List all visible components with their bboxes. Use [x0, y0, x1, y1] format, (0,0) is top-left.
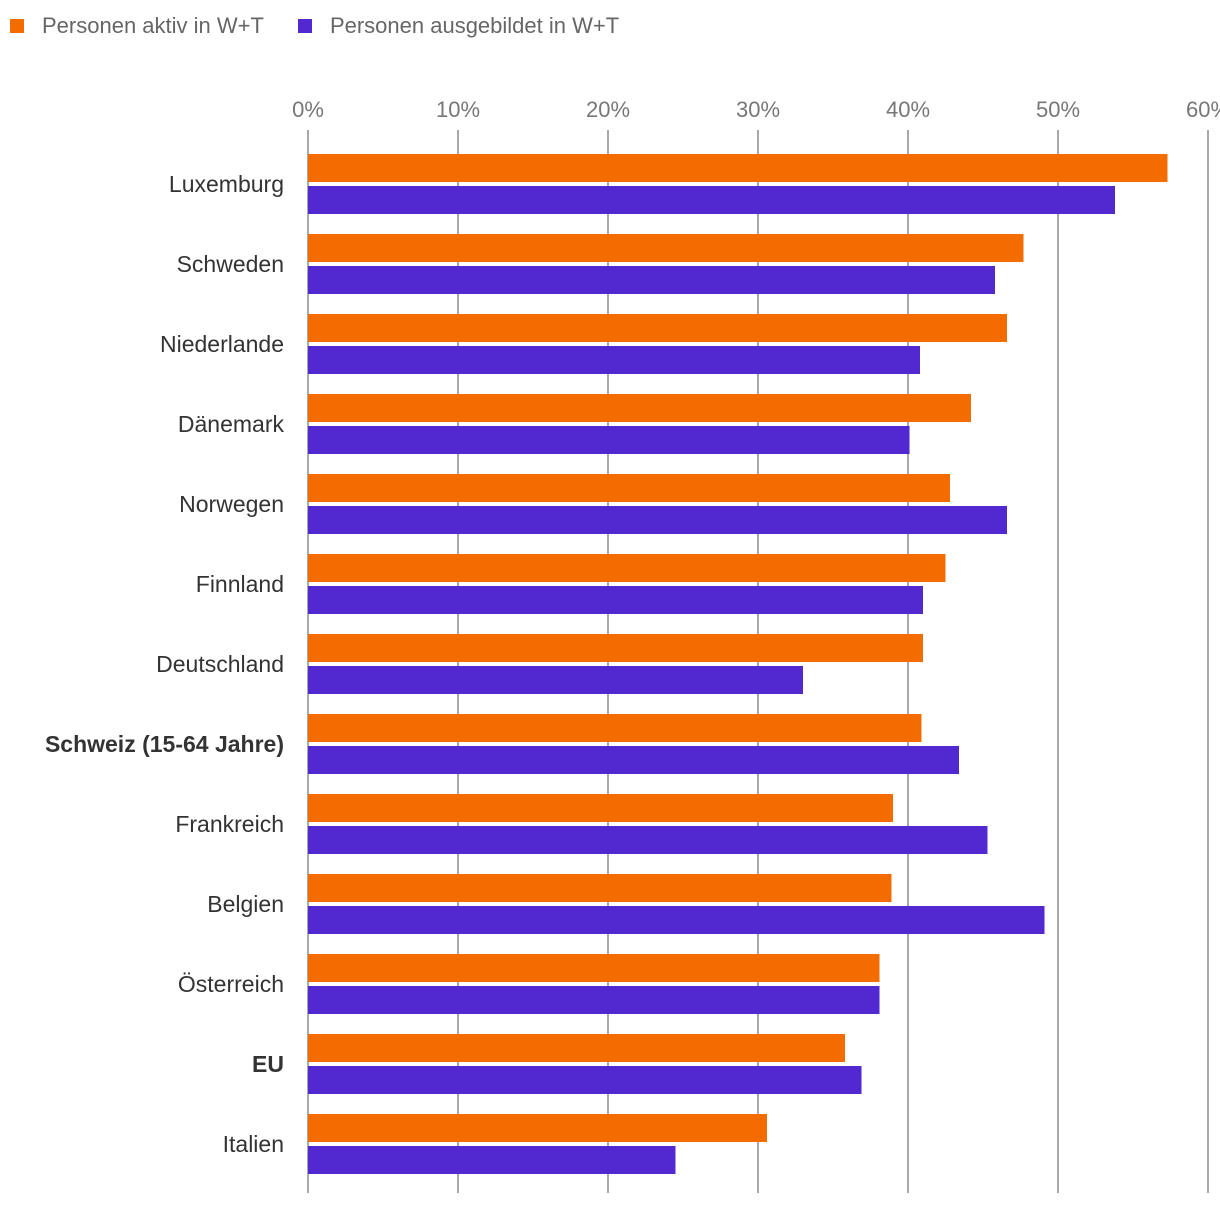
bar-aktiv-5 [308, 554, 946, 582]
bar-aktiv-11 [308, 1034, 845, 1062]
bar-aktiv-12 [308, 1114, 767, 1142]
bar-ausgebildet-2 [308, 346, 920, 374]
category-label-12: Italien [223, 1131, 284, 1157]
bar-ausgebildet-11 [308, 1066, 862, 1094]
bar-aktiv-0 [308, 154, 1168, 182]
bar-aktiv-10 [308, 954, 880, 982]
x-tick-label-30: 30% [736, 97, 780, 122]
category-label-9: Belgien [207, 891, 284, 917]
category-label-3: Dänemark [178, 411, 285, 437]
bar-ausgebildet-3 [308, 426, 910, 454]
bar-ausgebildet-6 [308, 666, 803, 694]
bar-aktiv-2 [308, 314, 1007, 342]
bar-ausgebildet-12 [308, 1146, 676, 1174]
bar-ausgebildet-5 [308, 586, 923, 614]
category-label-0: Luxemburg [169, 171, 284, 197]
x-tick-label-50: 50% [1036, 97, 1080, 122]
x-tick-label-20: 20% [586, 97, 630, 122]
category-label-7: Schweiz (15-64 Jahre) [45, 731, 284, 757]
bar-ausgebildet-10 [308, 986, 880, 1014]
legend: Personen aktiv in W+T Personen ausgebild… [10, 12, 653, 40]
legend-label-ausgebildet: Personen ausgebildet in W+T [329, 13, 620, 38]
bar-ausgebildet-7 [308, 746, 959, 774]
category-label-6: Deutschland [156, 651, 284, 677]
bar-ausgebildet-8 [308, 826, 988, 854]
bar-ausgebildet-4 [308, 506, 1007, 534]
x-tick-label-10: 10% [436, 97, 480, 122]
bar-ausgebildet-0 [308, 186, 1115, 214]
bar-aktiv-4 [308, 474, 950, 502]
bar-ausgebildet-9 [308, 906, 1045, 934]
bar-aktiv-3 [308, 394, 971, 422]
legend-swatch-ausgebildet [297, 19, 312, 33]
legend-item-aktiv[interactable]: Personen aktiv in W+T [10, 13, 264, 39]
x-tick-label-0: 0% [292, 97, 324, 122]
category-label-8: Frankreich [175, 811, 284, 837]
legend-swatch-aktiv [10, 19, 24, 33]
bar-aktiv-8 [308, 794, 893, 822]
bar-aktiv-1 [308, 234, 1024, 262]
category-label-2: Niederlande [160, 331, 284, 357]
bar-aktiv-6 [308, 634, 923, 662]
category-label-5: Finnland [196, 571, 284, 597]
category-label-11: EU [252, 1051, 284, 1077]
legend-item-ausgebildet[interactable]: Personen ausgebildet in W+T [297, 13, 620, 39]
bar-ausgebildet-1 [308, 266, 995, 294]
x-tick-label-40: 40% [886, 97, 930, 122]
bar-aktiv-7 [308, 714, 922, 742]
bar-aktiv-9 [308, 874, 892, 902]
x-tick-label-60: 60% [1186, 97, 1220, 122]
category-label-10: Österreich [178, 971, 284, 997]
legend-label-aktiv: Personen aktiv in W+T [42, 13, 264, 38]
category-label-4: Norwegen [179, 491, 284, 517]
category-label-1: Schweden [177, 251, 284, 277]
